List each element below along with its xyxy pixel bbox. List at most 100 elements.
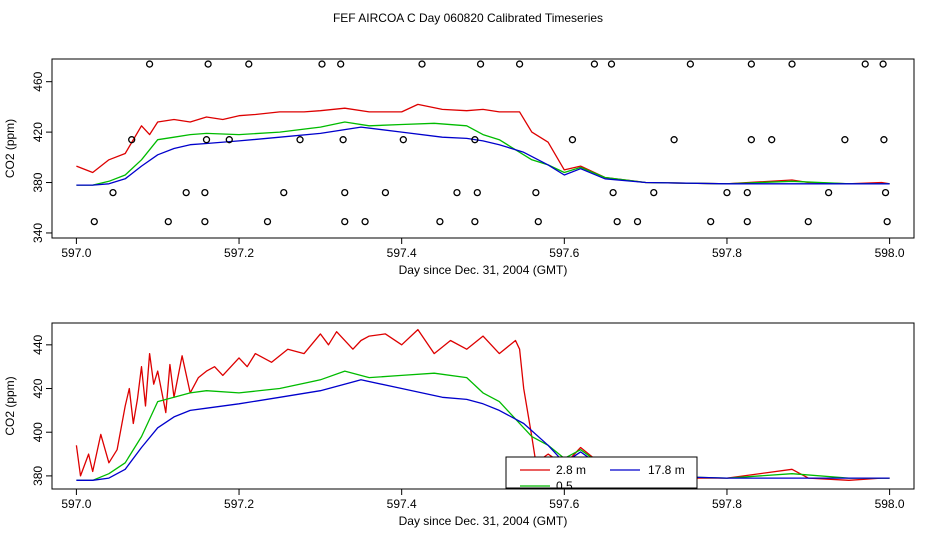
y-tick-label: 340 bbox=[31, 223, 45, 243]
flag-marker bbox=[650, 188, 658, 197]
flag-marker bbox=[225, 136, 233, 144]
x-axis-label: Day since Dec. 31, 2004 (GMT) bbox=[399, 263, 568, 277]
flag-marker bbox=[341, 217, 349, 226]
flag-marker bbox=[318, 60, 326, 68]
flag-marker bbox=[201, 188, 209, 197]
flag-marker bbox=[670, 136, 678, 144]
flag-marker bbox=[280, 188, 288, 197]
flag-marker bbox=[879, 60, 887, 68]
flag-marker bbox=[880, 136, 888, 144]
flag-marker bbox=[341, 188, 349, 197]
flag-marker bbox=[201, 217, 209, 226]
x-tick-label: 598.0 bbox=[875, 497, 905, 511]
flag-marker bbox=[609, 188, 617, 197]
y-tick-label: 420 bbox=[31, 378, 45, 398]
flag-marker bbox=[841, 136, 849, 144]
legend-label: 2.8 m bbox=[556, 463, 586, 477]
x-tick-label: 597.4 bbox=[387, 246, 417, 260]
flag-marker bbox=[109, 188, 117, 197]
flag-marker bbox=[90, 217, 98, 226]
flag-marker bbox=[471, 136, 479, 144]
flag-marker bbox=[747, 60, 756, 68]
plot-frame bbox=[51, 322, 915, 490]
plot-frame bbox=[51, 58, 915, 239]
flag-marker bbox=[204, 60, 212, 68]
legend-label: 17.8 m bbox=[648, 463, 685, 477]
legend-box bbox=[505, 456, 698, 489]
flag-marker bbox=[339, 136, 347, 144]
flag-marker bbox=[707, 217, 715, 226]
series-line-blue bbox=[76, 379, 890, 481]
x-tick-label: 597.8 bbox=[712, 497, 742, 511]
flag-marker bbox=[590, 60, 599, 68]
flag-marker bbox=[788, 60, 796, 68]
flag-marker bbox=[361, 217, 369, 226]
x-tick-label: 597.4 bbox=[387, 497, 417, 511]
flag-marker bbox=[436, 217, 444, 226]
flag-marker bbox=[182, 188, 190, 197]
flag-marker bbox=[515, 60, 524, 68]
flag-marker bbox=[128, 136, 136, 144]
flag-marker bbox=[747, 136, 756, 144]
flag-marker bbox=[804, 217, 812, 226]
top-chart: 597.0 597.2 597.4 597.6 597.8 598.0 340 380 420 4… bbox=[3, 58, 915, 277]
flag-marker bbox=[607, 60, 616, 68]
y-tick-label: 420 bbox=[31, 122, 45, 142]
x-tick-label: 597.0 bbox=[61, 246, 91, 260]
flag-marker bbox=[881, 188, 890, 197]
flag-marker bbox=[743, 188, 751, 197]
flag-marker bbox=[723, 188, 731, 197]
flag-marker bbox=[263, 217, 272, 226]
flag-marker bbox=[476, 60, 485, 68]
flag-marker bbox=[743, 217, 751, 226]
x-tick-label: 597.0 bbox=[61, 497, 91, 511]
flag-marker bbox=[145, 60, 154, 68]
flag-marker bbox=[399, 136, 407, 144]
series-line-green bbox=[76, 121, 890, 186]
bottom-chart: 597.0 597.2 597.4 597.6 597.8 598.0 380 400 420 4… bbox=[3, 322, 915, 528]
flag-marker bbox=[296, 136, 304, 144]
data-layer bbox=[75, 328, 890, 481]
y-axis-label: CO2 (ppm) bbox=[3, 119, 17, 178]
flag-marker bbox=[418, 60, 426, 68]
flag-marker bbox=[768, 136, 776, 144]
x-tick-label: 597.6 bbox=[549, 246, 579, 260]
flag-marker bbox=[164, 217, 172, 226]
figure-title: FEF AIRCOA C Day 060820 Calibrated Times… bbox=[333, 11, 603, 25]
x-tick-label: 598.0 bbox=[875, 246, 905, 260]
flag-marker bbox=[337, 60, 345, 68]
flag-marker bbox=[202, 136, 211, 144]
series-line-green bbox=[76, 370, 890, 481]
y-tick-label: 380 bbox=[31, 466, 45, 486]
series-line-blue bbox=[76, 126, 890, 186]
x-tick-label: 597.8 bbox=[712, 246, 742, 260]
x-tick-label: 597.6 bbox=[549, 497, 579, 511]
x-tick-label: 597.2 bbox=[224, 246, 254, 260]
y-tick-label: 400 bbox=[31, 422, 45, 442]
legend-label: 0.5 bbox=[556, 479, 573, 493]
flag-marker bbox=[686, 60, 695, 68]
flag-marker bbox=[633, 217, 642, 226]
x-tick-label: 597.2 bbox=[224, 497, 254, 511]
flag-marker bbox=[883, 217, 891, 226]
flag-marker bbox=[453, 188, 461, 197]
flag-marker bbox=[534, 217, 542, 226]
y-tick-label: 440 bbox=[31, 335, 45, 355]
y-tick-label: 460 bbox=[31, 71, 45, 91]
flag-marker bbox=[381, 188, 390, 197]
flag-marker bbox=[824, 188, 833, 197]
y-axis-label: CO2 (ppm) bbox=[3, 376, 17, 435]
flag-marker bbox=[245, 60, 253, 68]
flag-marker bbox=[473, 188, 481, 197]
flag-marker bbox=[471, 217, 479, 226]
flag-marker bbox=[613, 217, 621, 226]
y-tick-label: 380 bbox=[31, 172, 45, 192]
data-layer bbox=[76, 103, 890, 186]
flag-marker bbox=[568, 136, 577, 144]
flag-marker bbox=[861, 60, 869, 68]
flag-marker bbox=[532, 188, 540, 197]
x-axis-label: Day since Dec. 31, 2004 (GMT) bbox=[399, 514, 568, 528]
legend-entries: 2.8 m 17.8 m 0.5 bbox=[520, 463, 685, 493]
series-line-red bbox=[75, 328, 890, 481]
